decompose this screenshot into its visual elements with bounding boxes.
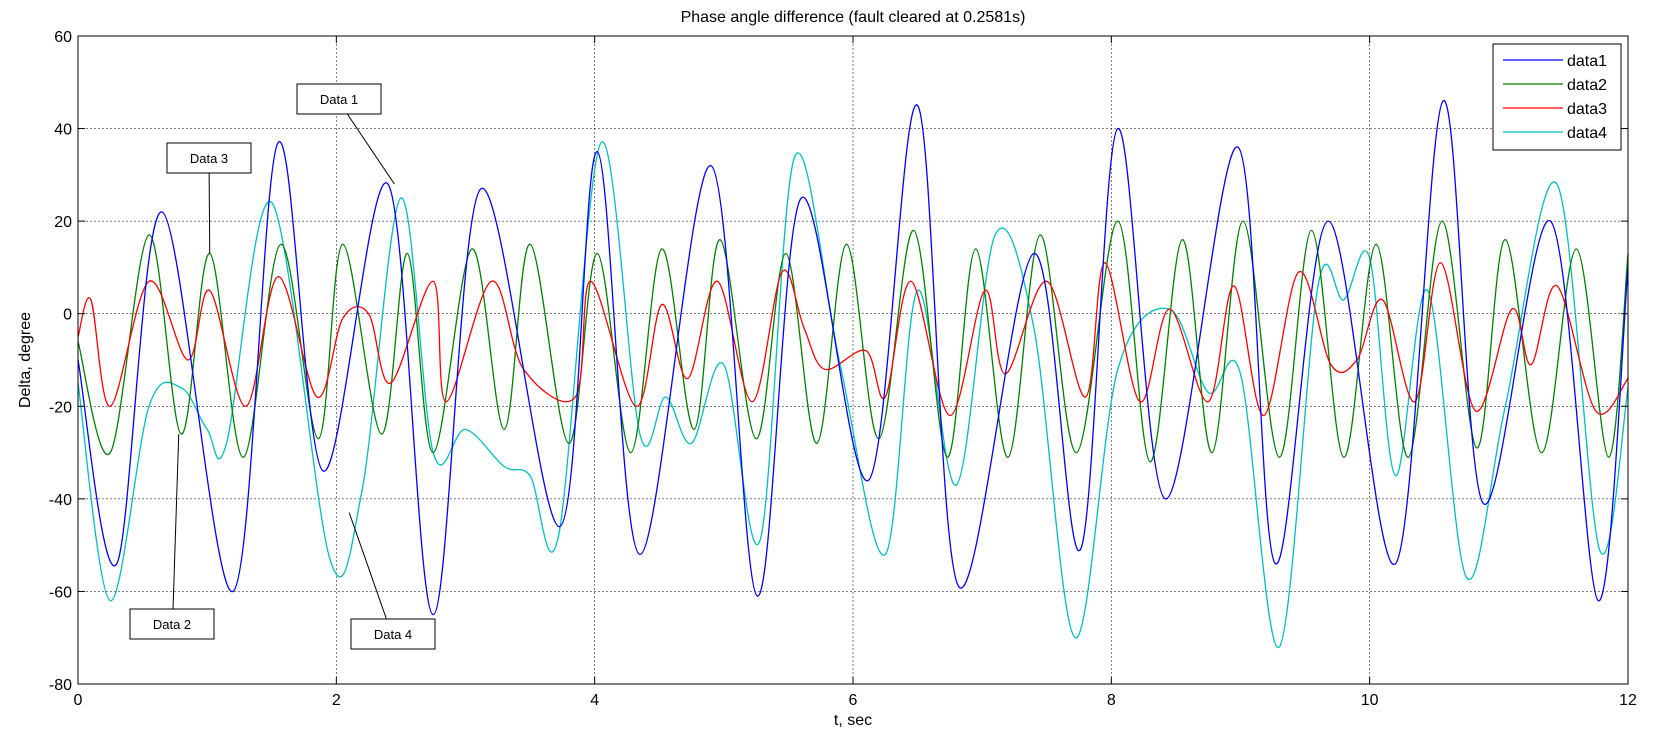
- annotation-label: Data 3: [190, 151, 228, 166]
- legend-label-data3: data3: [1567, 101, 1607, 118]
- y-axis-label: Delta, degree: [17, 312, 34, 408]
- annotation-leader: [208, 172, 211, 254]
- annotation-leader: [348, 512, 387, 620]
- chart-title: Phase angle difference (fault cleared at…: [681, 9, 1026, 26]
- annotation-leader: [346, 113, 395, 185]
- legend-label-data4: data4: [1567, 125, 1607, 142]
- x-axis-label: t, sec: [834, 712, 872, 729]
- annotation-leader: [172, 434, 180, 610]
- annotations: Data 1 Data 3 Data 2 Data 4: [129, 83, 436, 650]
- y-tick-label: 0: [63, 307, 72, 324]
- ticks: 0 2 4 6 8 10 12 -80 -60 -40 -20 0 20 40 60: [49, 29, 1637, 709]
- y-tick-label: 20: [54, 214, 72, 231]
- y-tick-label: 40: [54, 122, 72, 139]
- series-line-data2: [77, 220, 1629, 463]
- annotation-label: Data 2: [153, 617, 191, 632]
- annotation-box: [350, 618, 436, 650]
- grid: [78, 36, 1628, 684]
- y-tick-label: -80: [49, 677, 72, 694]
- y-tick-label: -40: [49, 492, 72, 509]
- x-tick-label: 4: [590, 692, 599, 709]
- y-tick-label: 60: [54, 29, 72, 46]
- annotation-box: [166, 142, 252, 174]
- series-layer: [77, 100, 1629, 648]
- series-line-data1: [77, 100, 1629, 616]
- x-tick-label: 12: [1619, 692, 1637, 709]
- annotation-label: Data 1: [320, 92, 358, 107]
- x-tick-label: 10: [1361, 692, 1379, 709]
- x-tick-label: 6: [849, 692, 858, 709]
- x-tick-label: 2: [332, 692, 341, 709]
- legend-label-data2: data2: [1567, 77, 1607, 94]
- x-tick-label: 0: [74, 692, 83, 709]
- annotation-box: [129, 608, 215, 640]
- y-tick-label: -20: [49, 399, 72, 416]
- legend: data1 data2 data3 data4: [1492, 43, 1622, 151]
- x-tick-label: 8: [1107, 692, 1116, 709]
- series-line-data3: [77, 262, 1629, 417]
- annotation-box: [296, 83, 382, 115]
- legend-label-data1: data1: [1567, 53, 1607, 70]
- y-tick-label: -60: [49, 584, 72, 601]
- annotation-label: Data 4: [374, 627, 412, 642]
